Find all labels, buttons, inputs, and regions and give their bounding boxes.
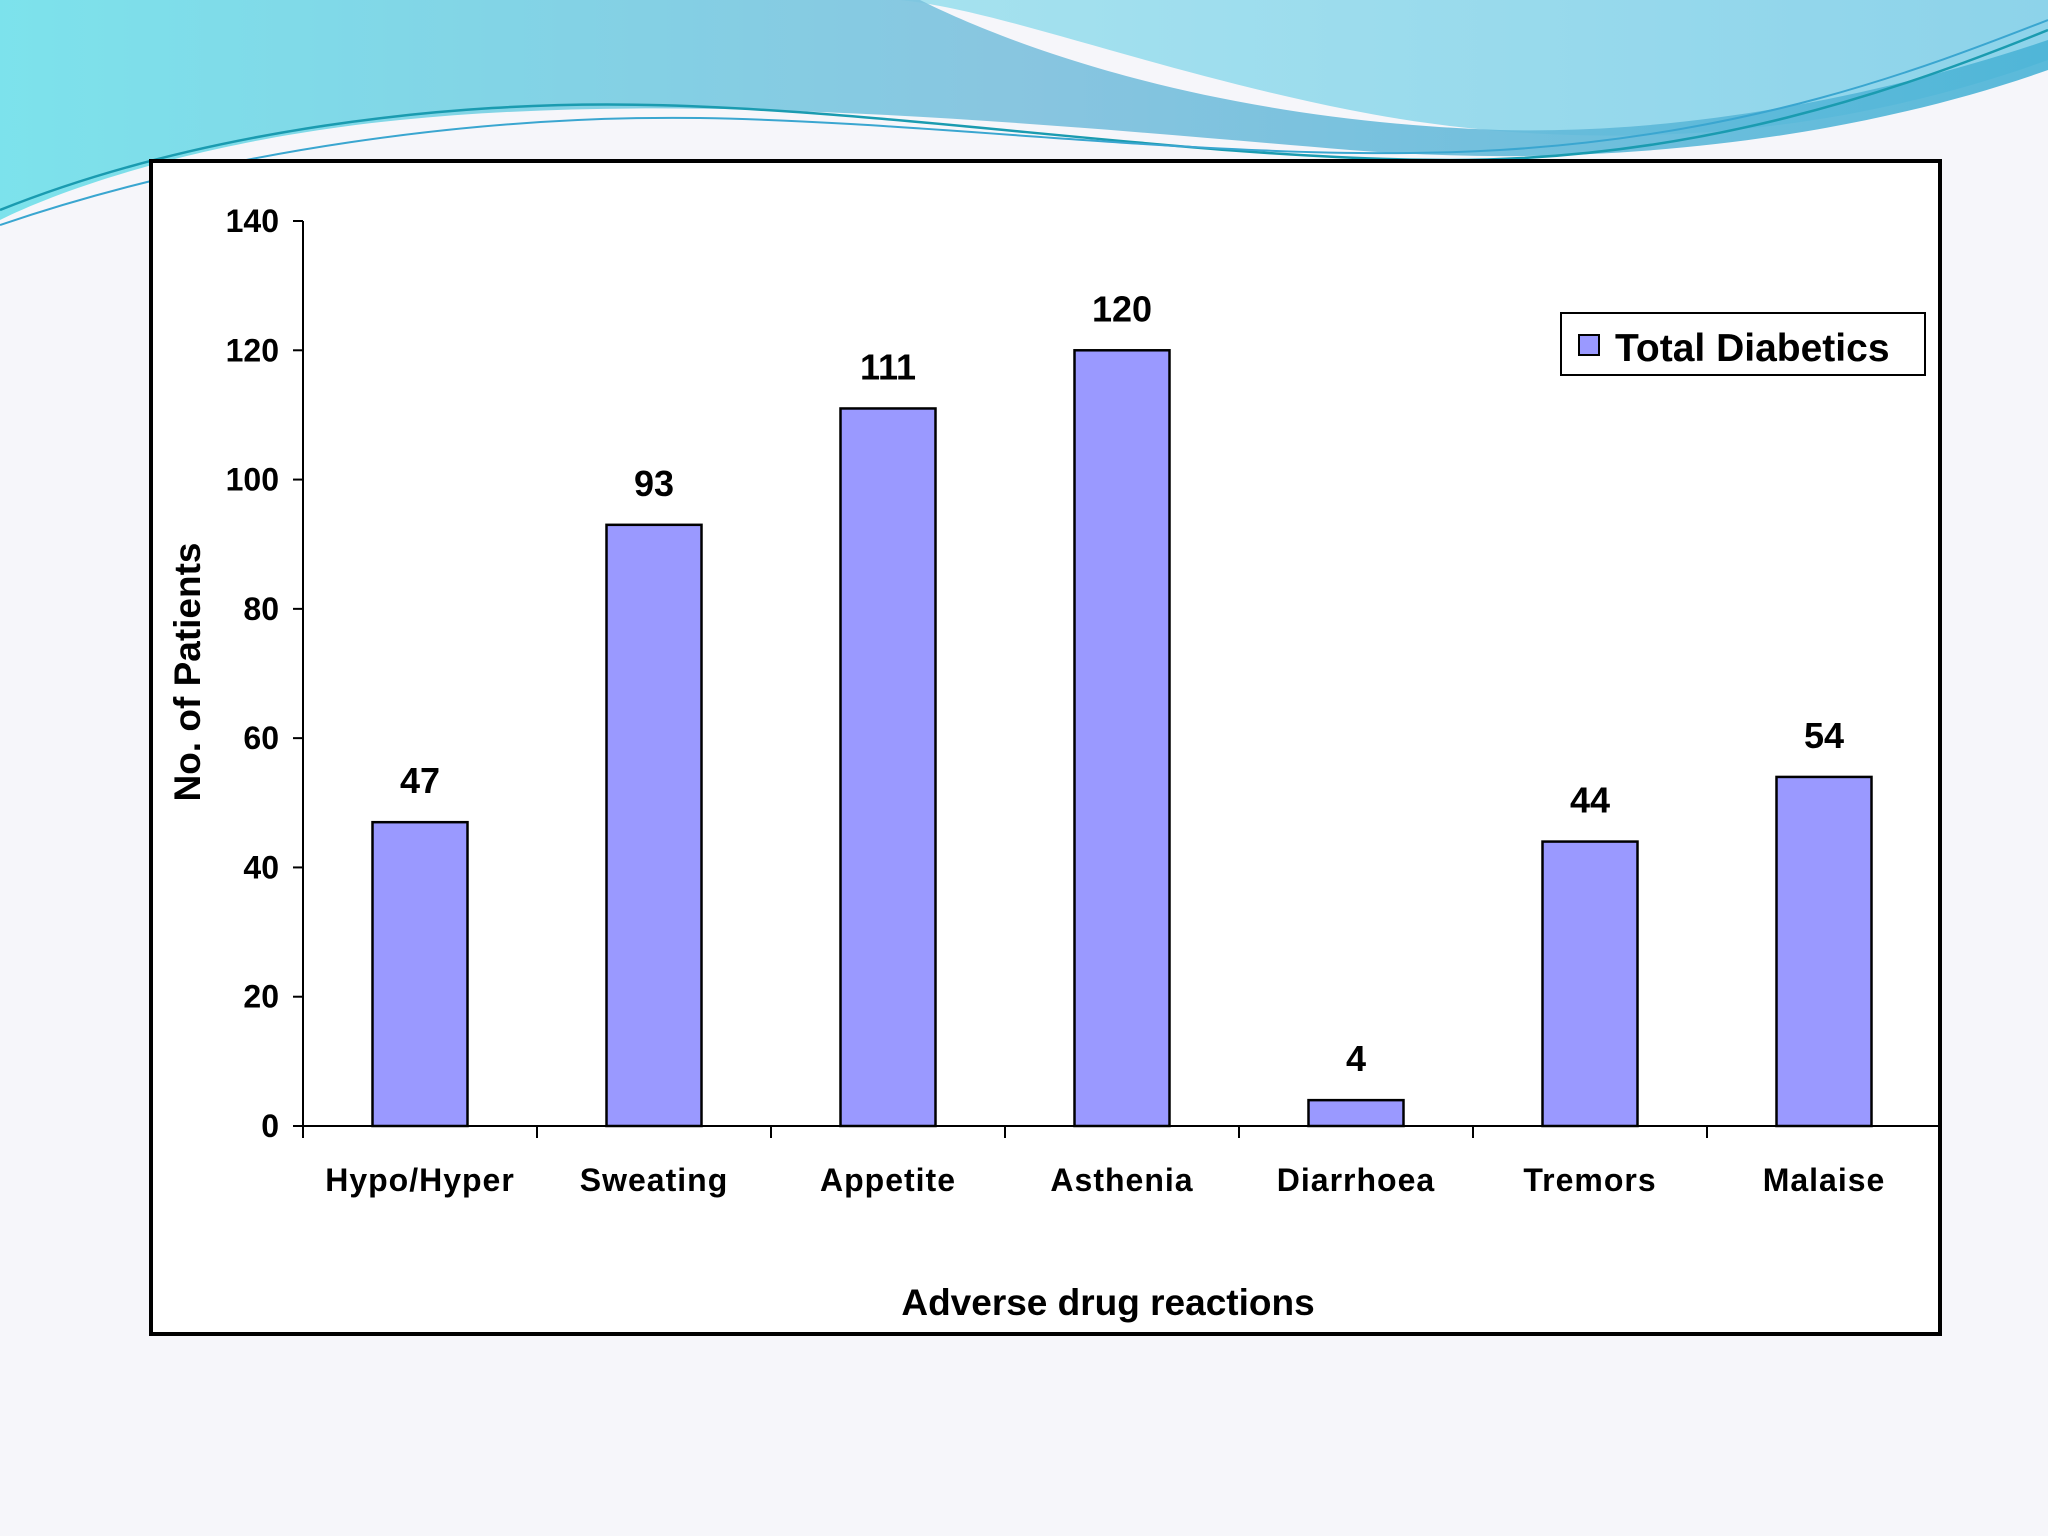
bar <box>605 523 703 1128</box>
y-axis: 0 20 40 60 80 100 120 140 <box>226 203 304 1144</box>
bar <box>1307 1098 1405 1128</box>
bar <box>1073 349 1171 1128</box>
data-label: 54 <box>1804 715 1844 756</box>
data-label: 120 <box>1092 288 1152 329</box>
x-category-label: Asthenia <box>1050 1162 1193 1198</box>
y-tick-label: 20 <box>243 979 279 1015</box>
legend-label: Total Diabetics <box>1615 327 1890 370</box>
x-axis <box>302 1125 1942 1138</box>
y-tick-label: 120 <box>226 332 279 368</box>
legend-box <box>1560 312 1926 376</box>
y-tick-label: 60 <box>243 720 279 756</box>
x-category-label: Malaise <box>1763 1162 1886 1198</box>
y-tick-label: 100 <box>226 462 279 498</box>
x-category-label: Appetite <box>820 1162 956 1198</box>
bar-series: 47 Hypo/Hyper 93 Sweating 111 Appetite 120 Asth… <box>325 288 1886 1198</box>
data-label: 4 <box>1346 1038 1366 1079</box>
y-tick-label: 40 <box>243 849 279 885</box>
y-tick-label: 140 <box>226 203 279 239</box>
data-label: 93 <box>634 463 674 504</box>
wave-main-band <box>0 0 2048 220</box>
y-tick-label: 80 <box>243 591 279 627</box>
x-category-label: Sweating <box>580 1162 728 1198</box>
y-axis-title: No. of Patients <box>167 542 208 801</box>
bar <box>839 407 937 1128</box>
bar <box>371 820 469 1128</box>
data-label: 111 <box>860 346 916 387</box>
x-axis-title: Adverse drug reactions <box>901 1282 1314 1323</box>
legend-swatch <box>1578 334 1600 356</box>
bar <box>1775 775 1873 1128</box>
y-tick-label: 0 <box>261 1108 279 1144</box>
wave-line-1 <box>0 28 2048 212</box>
bar <box>1541 840 1639 1128</box>
legend: Total Diabetics <box>1560 312 1926 376</box>
x-category-label: Tremors <box>1523 1162 1656 1198</box>
data-label: 44 <box>1570 780 1610 821</box>
wave-top-band <box>0 0 2048 136</box>
data-label: 47 <box>400 760 440 801</box>
x-category-label: Hypo/Hyper <box>325 1162 515 1198</box>
wave-line-2 <box>0 19 2048 226</box>
x-category-label: Diarrhoea <box>1277 1162 1435 1198</box>
